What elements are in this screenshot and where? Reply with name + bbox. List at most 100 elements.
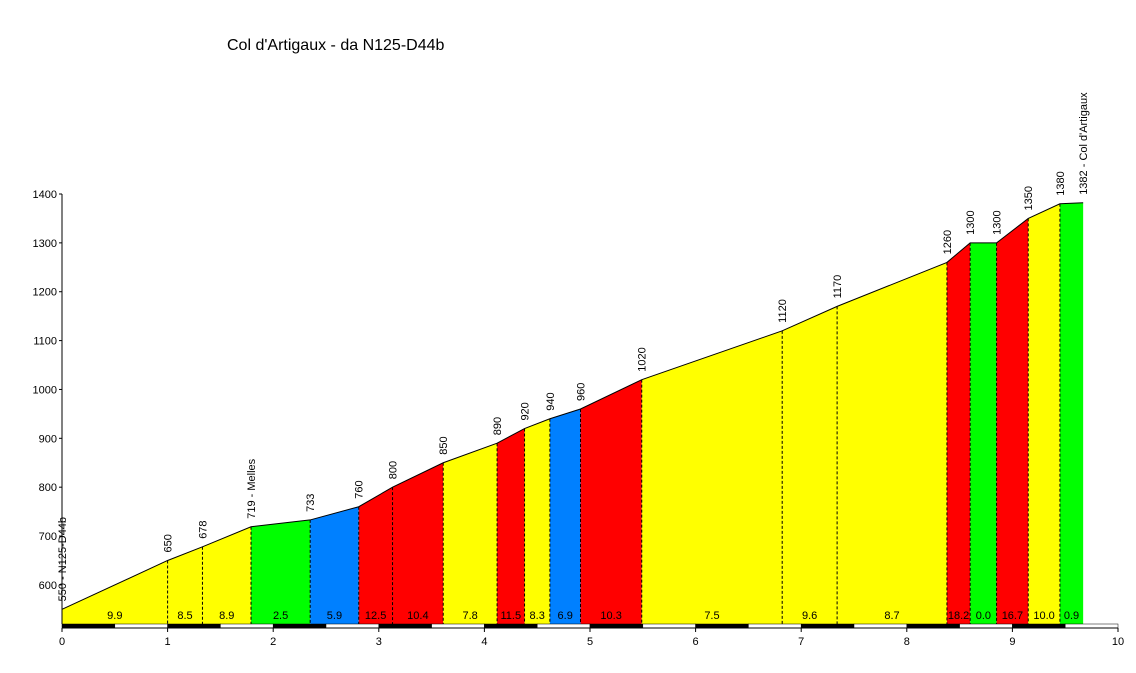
- x-tick-label: 4: [481, 636, 487, 648]
- altitude-label: 1170: [832, 275, 844, 299]
- altitude-label: 1382 - Col d'Artigaux: [1078, 92, 1090, 195]
- gradient-label: 8.7: [884, 610, 899, 622]
- altitude-label: 1350: [1023, 186, 1035, 210]
- altitude-label: 800: [388, 461, 400, 479]
- gradient-label: 8.5: [177, 610, 192, 622]
- scale-block: [800, 623, 855, 629]
- x-tick-label: 10: [1112, 636, 1124, 648]
- altitude-label: 550 - N125-D44b: [57, 517, 69, 601]
- scale-block: [959, 623, 1013, 629]
- segment-fill: [497, 428, 525, 624]
- gradient-label: 7.8: [462, 610, 477, 622]
- gradient-label: 10.0: [1033, 610, 1054, 622]
- gradient-label: 16.7: [1002, 610, 1023, 622]
- gradient-label: 7.5: [704, 610, 719, 622]
- altitude-label: 678: [197, 520, 209, 538]
- scale-block: [272, 623, 327, 629]
- scale-block: [906, 623, 960, 629]
- segment-fill: [1059, 202, 1084, 624]
- x-tick-label: 2: [270, 636, 276, 648]
- x-tick-label: 9: [1009, 636, 1015, 648]
- gradient-label: 0.0: [976, 610, 991, 622]
- x-tick-label: 7: [798, 636, 804, 648]
- y-tick-label: 1300: [33, 238, 57, 250]
- scale-block: [220, 623, 274, 629]
- scale-block: [167, 623, 221, 629]
- gradient-label: 8.3: [530, 610, 545, 622]
- scale-block: [114, 623, 168, 629]
- y-tick-label: 1400: [33, 189, 57, 201]
- segment-fill: [782, 306, 838, 624]
- altitude-label: 1260: [942, 230, 954, 254]
- chart-title: Col d'Artigaux - da N125-D44b: [227, 37, 444, 54]
- segment-fill: [167, 546, 203, 624]
- y-tick-label: 900: [39, 433, 57, 445]
- segment-dividers: [167, 203, 1061, 624]
- scale-block: [536, 623, 591, 629]
- scale-block: [642, 623, 696, 629]
- x-tick-label: 5: [587, 636, 593, 648]
- segment-fill: [970, 242, 997, 624]
- scale-block: [748, 623, 802, 629]
- altitude-label: 719 - Melles: [246, 458, 258, 518]
- y-tick-label: 600: [39, 580, 57, 592]
- x-tick-label: 3: [376, 636, 382, 648]
- altitude-label: 940: [545, 392, 557, 410]
- gradient-label: 10.3: [600, 610, 621, 622]
- gradient-label: 10.4: [407, 610, 428, 622]
- segment-fill: [62, 560, 168, 624]
- scale-block: [378, 623, 432, 629]
- segment-fill: [549, 409, 581, 624]
- gradient-label: 0.9: [1064, 610, 1079, 622]
- y-tick-label: 1200: [33, 287, 57, 299]
- segment-fill: [443, 443, 498, 624]
- altitude-label: 1300: [992, 210, 1004, 234]
- x-axis: 0 1 2 3 4 5 6 7 8 9 10: [59, 627, 1124, 648]
- segment-fill: [996, 218, 1029, 624]
- segment-fill: [837, 262, 947, 624]
- scale-block: [1012, 623, 1066, 629]
- altitude-label: 733: [305, 494, 317, 512]
- gradient-label: 18.2: [948, 610, 969, 622]
- segment-fill: [641, 330, 783, 624]
- scale-block: [589, 623, 644, 629]
- segment-fill: [524, 418, 550, 624]
- gradient-label: 9.9: [107, 610, 122, 622]
- altitude-label: 850: [438, 436, 450, 454]
- segment-fill: [251, 519, 311, 624]
- scale-block: [1064, 623, 1119, 629]
- gradient-label: 9.6: [802, 610, 817, 622]
- y-tick-label: 1000: [33, 384, 57, 396]
- gradient-label: 11.5: [501, 610, 522, 622]
- segment-fill: [310, 506, 359, 624]
- altitude-label: 1300: [965, 210, 977, 234]
- gradient-label: 6.9: [558, 610, 573, 622]
- altitude-label: 1380: [1055, 171, 1067, 195]
- y-tick-label: 800: [39, 482, 57, 494]
- gradient-label: 8.9: [219, 610, 234, 622]
- gradient-label: 5.9: [327, 610, 342, 622]
- y-tick-label: 700: [39, 531, 57, 543]
- segment-fills: [62, 202, 1084, 625]
- y-tick-label: 1100: [33, 336, 57, 348]
- segment-fill: [202, 526, 252, 624]
- segment-fill: [392, 462, 444, 624]
- scale-block: [695, 623, 749, 629]
- x-tick-label: 8: [904, 636, 910, 648]
- segment-fill: [358, 487, 393, 624]
- y-axis: 600 700 800 900 1000 1100 1200 1300 1400: [33, 189, 63, 624]
- altitude-label: 960: [575, 383, 587, 401]
- gradient-label: 2.5: [273, 610, 288, 622]
- x-tick-label: 6: [693, 636, 699, 648]
- scale-block: [484, 623, 538, 629]
- altitude-label: 890: [492, 417, 504, 435]
- altitude-label: 1020: [637, 347, 649, 371]
- scale-block: [325, 623, 380, 629]
- altitude-labels: 550 - N125-D44b 650 678 719 - Melles 733 760 8…: [57, 92, 1090, 601]
- gradient-label: 12.5: [365, 610, 386, 622]
- gradient-labels: 9.9 8.5 8.9 2.5 5.9 12.5 10.4 7.8 11.5 8.3 6.9 10.3…: [107, 610, 1079, 622]
- segment-fill: [1028, 203, 1060, 625]
- segment-fill: [946, 242, 971, 624]
- altitude-label: 920: [520, 402, 532, 420]
